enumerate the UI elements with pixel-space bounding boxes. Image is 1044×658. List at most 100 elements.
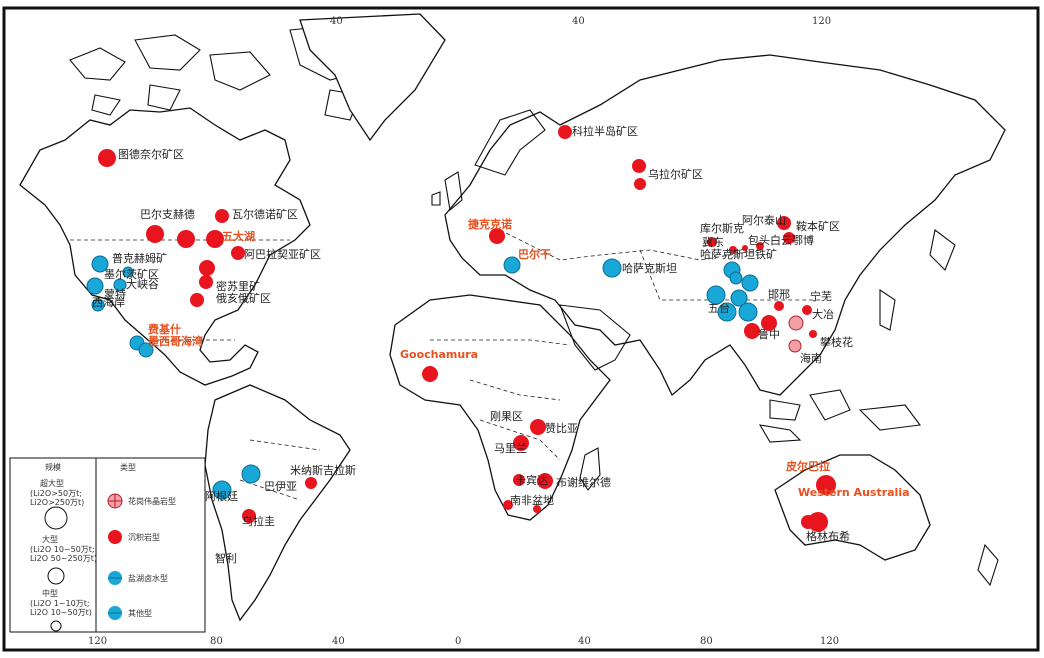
deposit-label: 费基什 (148, 322, 181, 336)
madagascar-land (579, 447, 601, 491)
africa-land (389, 294, 611, 521)
deposit-marker (513, 435, 529, 451)
deposit-marker (742, 245, 748, 251)
legend-size-medium-symbol (50, 620, 62, 632)
legend-size-superlarge-symbol (44, 506, 68, 530)
deposit-label: 冀东 (702, 235, 724, 249)
deposit-label: 哈萨克斯坦铁矿 (700, 247, 777, 261)
arabia-land (559, 304, 631, 371)
deposit-label: 宁芜 (810, 289, 832, 303)
deposit-label: 阿根廷 (205, 489, 238, 503)
north-america-land (19, 107, 311, 386)
deposit-label: 科拉半岛矿区 (572, 124, 638, 138)
svg-text:80: 80 (210, 636, 223, 647)
deposit-marker (788, 315, 804, 331)
deposit-marker (537, 473, 553, 489)
deposit-marker (774, 301, 784, 311)
deposit-label: 邯邢 (768, 287, 790, 301)
svg-text:盐湖卤水型: 盐湖卤水型 (128, 573, 168, 583)
deposit-label: 赞比亚 (545, 422, 578, 435)
svg-text:120: 120 (88, 636, 107, 647)
svg-text:120: 120 (820, 636, 839, 647)
legend-size-large-range1: (Li2O 10~50万t; (30, 545, 95, 554)
deposit-label: 南非盆地 (510, 493, 554, 507)
deposit-marker (707, 237, 717, 247)
eurasia-land (444, 54, 1006, 397)
south-america-land (204, 384, 351, 622)
legend: 规模 类型 超大型 (Li2O>50万t; Li2O>250万t) 大型 (Li… (9, 457, 206, 633)
deposit-label: 五大湖 (222, 229, 255, 243)
deposit-marker (808, 512, 828, 532)
deposit-marker (816, 475, 836, 495)
deposit-label: 墨西哥海湾 (148, 334, 203, 348)
scandinavia (474, 109, 546, 176)
deposit-label: 蒙特 (104, 287, 126, 301)
australia-land (774, 454, 931, 561)
deposit-label: 瓦尔德诺矿区 (232, 207, 298, 221)
deposit-marker (305, 477, 317, 489)
deposit-label: 鞍本矿区 (796, 219, 840, 233)
deposit-marker (730, 289, 748, 307)
svg-text:0: 0 (455, 636, 461, 647)
deposit-marker (190, 293, 204, 307)
deposit-marker (199, 275, 213, 289)
svg-text:40: 40 (572, 16, 585, 27)
new-zealand-land (977, 543, 999, 587)
deposit-label: 巴伊亚 (264, 480, 297, 493)
legend-type-other: 其他型 (108, 606, 152, 620)
deposit-label: 密苏里矿 (216, 279, 260, 293)
deposit-marker (558, 125, 572, 139)
deposit-label: 西海岸 (92, 295, 125, 309)
deposit-label: 米纳斯吉拉斯 (290, 463, 356, 477)
deposit-marker (788, 339, 802, 353)
greenland-land (299, 13, 446, 142)
deposit-marker (122, 266, 134, 278)
longitude-ticks-bottom: 120 80 40 0 40 80 120 (88, 636, 839, 647)
deposit-label: 巴尔支赫德 (140, 207, 195, 221)
deposit-label: 格林布希 (806, 529, 850, 543)
deposit-marker (706, 285, 726, 305)
deposit-marker (215, 209, 229, 223)
country-borders (70, 229, 820, 501)
legend-type-brine: 盐湖卤水型 (108, 571, 168, 585)
deposit-label: 智利 (215, 551, 237, 565)
legend-size-superlarge: 超大型 (40, 478, 64, 488)
legend-size-large-symbol (47, 567, 65, 585)
deposit-marker (199, 260, 215, 276)
legend-size-medium: 中型 (42, 588, 58, 598)
deposit-label: 捷克克诺 (468, 217, 512, 231)
deposit-marker (729, 246, 737, 254)
deposit-marker (756, 242, 764, 250)
deposit-label: Western Australia (798, 486, 910, 499)
deposit-label: 马里兰 (494, 442, 527, 455)
deposit-marker (761, 315, 777, 331)
deposit-label: 大峡谷 (126, 277, 159, 291)
svg-text:40: 40 (578, 636, 591, 647)
deposit-marker (513, 474, 525, 486)
legend-box (9, 457, 206, 633)
deposit-label: 阿尔泰山 (742, 213, 786, 227)
deposit-marker (138, 342, 154, 358)
svg-text:120: 120 (812, 16, 831, 27)
legend-size-title: 规模 (45, 462, 61, 472)
svg-text:沉积岩型: 沉积岩型 (128, 532, 160, 542)
legend-type-pegmatite: 花岗伟晶岩型 (107, 493, 176, 509)
deposit-marker (212, 480, 232, 500)
deposit-marker (177, 230, 195, 248)
deposit-marker (809, 330, 817, 338)
deposit-label: 阿巴拉契亚矿区 (244, 247, 321, 261)
british-isles (431, 171, 463, 212)
deposit-label: 海南 (800, 351, 822, 365)
deposit-marker (231, 246, 245, 260)
deposit-marker (717, 302, 737, 322)
deposit-label: 图德奈尔矿区 (118, 147, 184, 161)
deposit-marker (729, 271, 743, 285)
deposit-label: 皮尔巴拉 (785, 459, 830, 473)
deposit-marker (801, 515, 815, 529)
deposit-marker (86, 277, 104, 295)
legend-size-superlarge-range2: Li2O>250万t) (30, 498, 84, 507)
deposit-marker (777, 216, 791, 230)
deposit-label: 刚果区 (490, 410, 523, 423)
